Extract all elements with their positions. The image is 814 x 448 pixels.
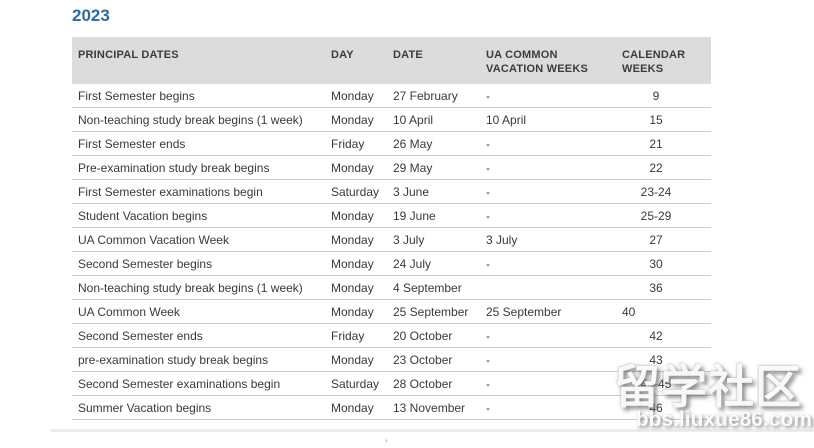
cell-principal-date: First Semester examinations begin [78,184,263,199]
cell-date: 13 November [393,400,466,415]
cell-day: Saturday [331,184,380,199]
table-row: First Semester examinations begin Saturd… [72,180,711,204]
cell-principal-date: First Semester ends [78,136,186,151]
cell-principal-date: Second Semester examinations begin [78,376,281,391]
cell-ua-common-week: - [486,208,490,223]
stray-caret-mark: ’ [385,438,388,448]
cell-date: 23 October [393,352,453,367]
cell-calendar-week: 40 [622,304,636,319]
cell-calendar-week: 36 [649,280,663,295]
table-header-row: PRINCIPAL DATES DAY DATE UA COMMON VACAT… [72,37,711,84]
header-calendar-weeks: CALENDAR WEEKS [622,49,686,75]
cell-calendar-week: 23-24 [640,184,672,199]
table-row: First Semester ends Friday 26 May - 21 [72,132,711,156]
table-body: First Semester begins Monday 27 February… [72,84,711,420]
cell-date: 4 September [393,280,462,295]
table-row: Second Semester ends Friday 20 October -… [72,324,711,348]
header-date: DATE [393,49,423,61]
cell-day: Monday [331,400,374,415]
cell-principal-date: Second Semester ends [78,328,203,343]
cell-day: Monday [331,280,374,295]
cell-calendar-week: 46 [649,400,663,415]
cell-principal-date: UA Common Week [78,304,180,319]
table-row: Summer Vacation begins Monday 13 Novembe… [72,396,711,420]
table-row: Non-teaching study break begins (1 week)… [72,108,711,132]
cell-calendar-week: 27 [649,232,663,247]
table-row: Second Semester examinations begin Satur… [72,372,711,396]
cell-day: Friday [331,136,365,151]
calendar-table: PRINCIPAL DATES DAY DATE UA COMMON VACAT… [72,37,711,420]
bottom-divider [50,429,814,432]
table-row: Student Vacation begins Monday 19 June -… [72,204,711,228]
cell-ua-common-week: - [486,328,490,343]
cell-calendar-week: 44-45 [640,376,672,391]
header-ua-common-vacation-weeks: UA COMMON VACATION WEEKS [486,49,589,75]
cell-date: 3 July [393,232,425,247]
cell-ua-common-week: - [486,352,490,367]
cell-date: 27 February [393,88,458,103]
cell-principal-date: Student Vacation begins [78,208,208,223]
cell-day: Saturday [331,376,380,391]
cell-principal-date: Non-teaching study break begins (1 week) [78,112,303,127]
table-row: Non-teaching study break begins (1 week)… [72,276,711,300]
table-row: Pre-examination study break begins Monda… [72,156,711,180]
cell-calendar-week: 9 [652,88,660,103]
cell-date: 19 June [393,208,436,223]
cell-day: Monday [331,160,374,175]
cell-day: Monday [331,232,374,247]
cell-day: Monday [331,88,374,103]
cell-principal-date: Summer Vacation begins [78,400,212,415]
table-row: Second Semester begins Monday 24 July - … [72,252,711,276]
cell-ua-common-week: - [486,184,490,199]
cell-day: Monday [331,112,374,127]
cell-calendar-week: 30 [649,256,663,271]
cell-date: 26 May [393,136,433,151]
table-row: First Semester begins Monday 27 February… [72,84,711,108]
table-row: UA Common Week Monday 25 September 25 Se… [72,300,711,324]
cell-date: 25 September [393,304,469,319]
cell-day: Friday [331,328,365,343]
cell-principal-date: UA Common Vacation Week [78,232,229,247]
cell-day: Monday [331,256,374,271]
cell-day: Monday [331,304,374,319]
cell-day: Monday [331,352,374,367]
cell-ua-common-week: - [486,376,490,391]
cell-date: 3 June [393,184,430,199]
table-row: UA Common Vacation Week Monday 3 July 3 … [72,228,711,252]
page-title: 2023 [72,6,110,25]
cell-calendar-week: 15 [649,112,663,127]
cell-ua-common-week: 10 April [486,112,527,127]
cell-ua-common-week: - [486,256,490,271]
header-principal-dates: PRINCIPAL DATES [78,49,179,61]
cell-ua-common-week: - [486,136,490,151]
cell-ua-common-week: - [486,88,490,103]
table-row: pre-examination study break begins Monda… [72,348,711,372]
cell-principal-date: Second Semester begins [78,256,213,271]
cell-ua-common-week: - [486,400,490,415]
cell-ua-common-week: 25 September [486,304,562,319]
cell-calendar-week: 25-29 [640,208,672,223]
cell-ua-common-week: - [486,160,490,175]
cell-calendar-week: 22 [649,160,663,175]
cell-principal-date: pre-examination study break begins [78,352,269,367]
cell-principal-date: First Semester begins [78,88,195,103]
header-day: DAY [331,49,354,61]
cell-calendar-week: 43 [649,352,663,367]
cell-date: 24 July [393,256,432,271]
cell-date: 20 October [393,328,453,343]
cell-date: 28 October [393,376,453,391]
cell-ua-common-week: 3 July [486,232,518,247]
cell-principal-date: Pre-examination study break begins [78,160,270,175]
cell-principal-date: Non-teaching study break begins (1 week) [78,280,303,295]
cell-day: Monday [331,208,374,223]
cell-calendar-week: 21 [649,136,663,151]
cell-calendar-week: 42 [649,328,663,343]
cell-date: 10 April [393,112,434,127]
cell-date: 29 May [393,160,433,175]
